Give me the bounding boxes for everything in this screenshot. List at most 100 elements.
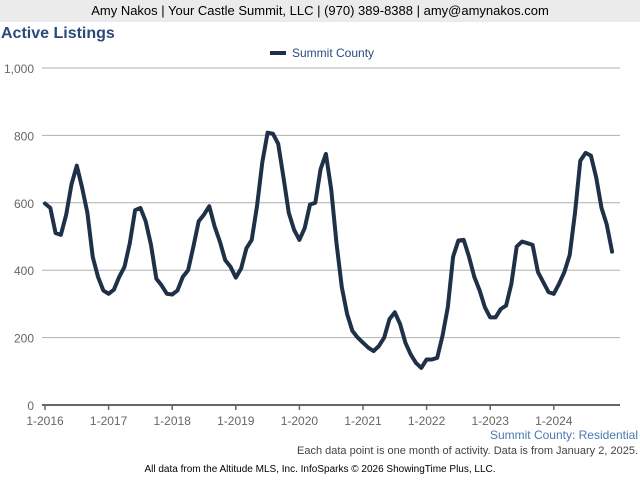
data-point [293,229,295,231]
y-tick-label: 600 [14,197,34,211]
data-point [171,293,173,295]
data-point [410,353,412,355]
data-point [606,224,608,226]
x-tick-label: 1-2023 [472,414,510,428]
data-point [399,323,401,325]
data-point [436,357,438,359]
data-point [548,291,549,293]
data-point [256,205,258,207]
data-point [579,160,581,162]
y-tick-label: 0 [27,399,34,413]
data-point [155,278,157,280]
data-point [44,202,46,204]
x-tick-label: 1-2016 [26,414,64,428]
data-point [92,256,94,258]
data-point [362,342,364,344]
data-point [457,240,459,242]
data-point [198,220,200,222]
data-point [516,246,518,248]
data-point [65,214,67,216]
data-point [336,242,337,244]
data-point [192,246,194,248]
data-point [510,283,512,285]
series-line [43,130,615,370]
x-tick-label: 1-2019 [217,414,255,428]
data-point [235,277,237,279]
data-point [267,132,269,134]
data-point [272,133,274,135]
data-point [309,203,311,205]
data-point [277,143,279,145]
data-point [558,283,560,285]
y-tick-label: 200 [14,332,34,346]
data-point [426,359,428,361]
data-point [452,256,454,258]
data-point [240,268,242,270]
data-point [447,306,449,308]
data-point [479,289,481,291]
data-point [298,239,300,241]
data-point [330,188,332,190]
data-point [505,305,507,307]
data-point [55,232,57,234]
data-point [532,244,534,246]
data-point [97,276,99,278]
data-point [134,209,136,211]
data-point [351,330,353,332]
data-point [367,347,369,349]
data-point [314,202,316,204]
data-point [590,155,592,157]
data-point [145,220,147,222]
data-point [245,247,247,249]
data-point [611,251,613,253]
x-tick-label: 1-2022 [408,414,446,428]
x-tick-label: 1-2021 [344,414,382,428]
x-tick-label: 1-2024 [535,414,573,428]
data-point [500,308,502,310]
data-point [187,269,189,271]
legend: Summit County [270,46,374,60]
data-point [320,168,322,170]
data-point [383,337,385,339]
data-point [86,212,88,214]
data-point [150,244,152,246]
data-point [569,254,571,256]
data-point [468,256,470,258]
y-tick-label: 800 [14,129,34,143]
data-point [563,271,565,273]
data-point [224,259,226,261]
data-point [113,289,115,291]
data-point [442,335,443,337]
data-point [484,306,486,308]
data-point [389,318,390,320]
data-point [394,311,396,313]
data-point [526,242,528,244]
data-point [404,342,406,344]
data-point [357,337,359,339]
data-point [489,316,491,318]
data-point [346,313,348,315]
data-point [49,207,51,209]
data-point [219,241,221,243]
data-note: Each data point is one month of activity… [297,445,638,457]
data-point [378,345,380,347]
data-point [288,212,290,214]
data-point [214,225,216,227]
x-tick-label: 1-2020 [281,414,319,428]
data-point [585,152,587,154]
data-point [118,276,120,278]
data-point [81,187,83,189]
y-tick-label: 1,000 [4,62,34,76]
data-point [203,214,205,216]
data-point [373,350,375,352]
x-tick-label: 1-2018 [154,414,192,428]
data-point [304,227,306,229]
data-point [325,153,327,155]
data-point [495,316,496,318]
data-point [553,293,555,295]
data-point [283,177,284,179]
data-point [463,239,465,241]
data-point [208,205,210,207]
data-point [601,207,602,209]
legend-swatch [270,51,286,55]
